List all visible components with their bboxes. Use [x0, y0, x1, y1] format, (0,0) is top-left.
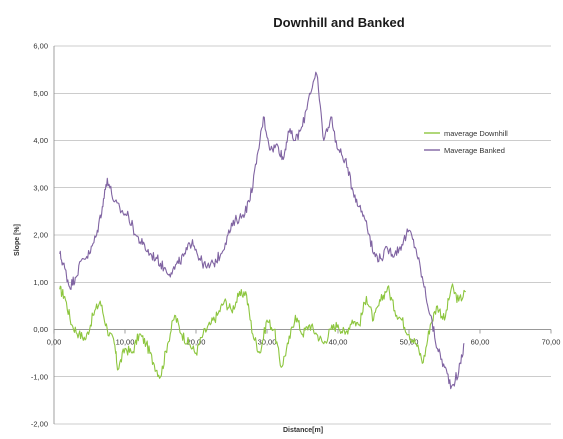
- legend-label-downhill: maverage Downhill: [444, 129, 508, 138]
- series-line-banked: [59, 71, 465, 390]
- legend-label-banked: Maverage Banked: [444, 146, 505, 155]
- y-tick-label: 4,00: [33, 136, 48, 145]
- x-tick-label: 60,00: [471, 338, 490, 347]
- y-tick-label: 2,00: [33, 231, 48, 240]
- y-tick-label: 3,00: [33, 183, 48, 192]
- series-layer: [59, 71, 466, 390]
- y-tick-label: -1,00: [31, 372, 48, 381]
- x-tick-labels: 0,00 10,00 20,00 30,00 40,00 50,00 60,00 70,00: [47, 329, 561, 347]
- y-tick-label: 5,00: [33, 89, 48, 98]
- y-tick-label: 1,00: [33, 278, 48, 287]
- x-tick-label: 20,00: [187, 338, 206, 347]
- chart-title: Downhill and Banked: [273, 15, 405, 30]
- x-tick-label: 30,00: [258, 338, 277, 347]
- legend: maverage Downhill Maverage Banked: [424, 129, 508, 155]
- x-tick-label: 50,00: [400, 338, 419, 347]
- y-tick-label: 6,00: [33, 42, 48, 51]
- x-tick-label: 70,00: [542, 338, 561, 347]
- series-line-downhill: [59, 283, 466, 379]
- y-axis-title: Slope [%]: [14, 224, 21, 256]
- x-tick-label: 0,00: [47, 338, 62, 347]
- y-tick-labels: 6,00 5,00 4,00 3,00 2,00 1,00 0,00 -1,00 -2,00: [31, 42, 48, 429]
- y-tick-label: 0,00: [33, 325, 48, 334]
- x-tick-label: 10,00: [116, 338, 135, 347]
- y-tick-label: -2,00: [31, 420, 48, 429]
- x-tick-label: 40,00: [329, 338, 348, 347]
- grid-layer: [53, 45, 551, 425]
- x-axis-title: Distance[m]: [283, 427, 323, 434]
